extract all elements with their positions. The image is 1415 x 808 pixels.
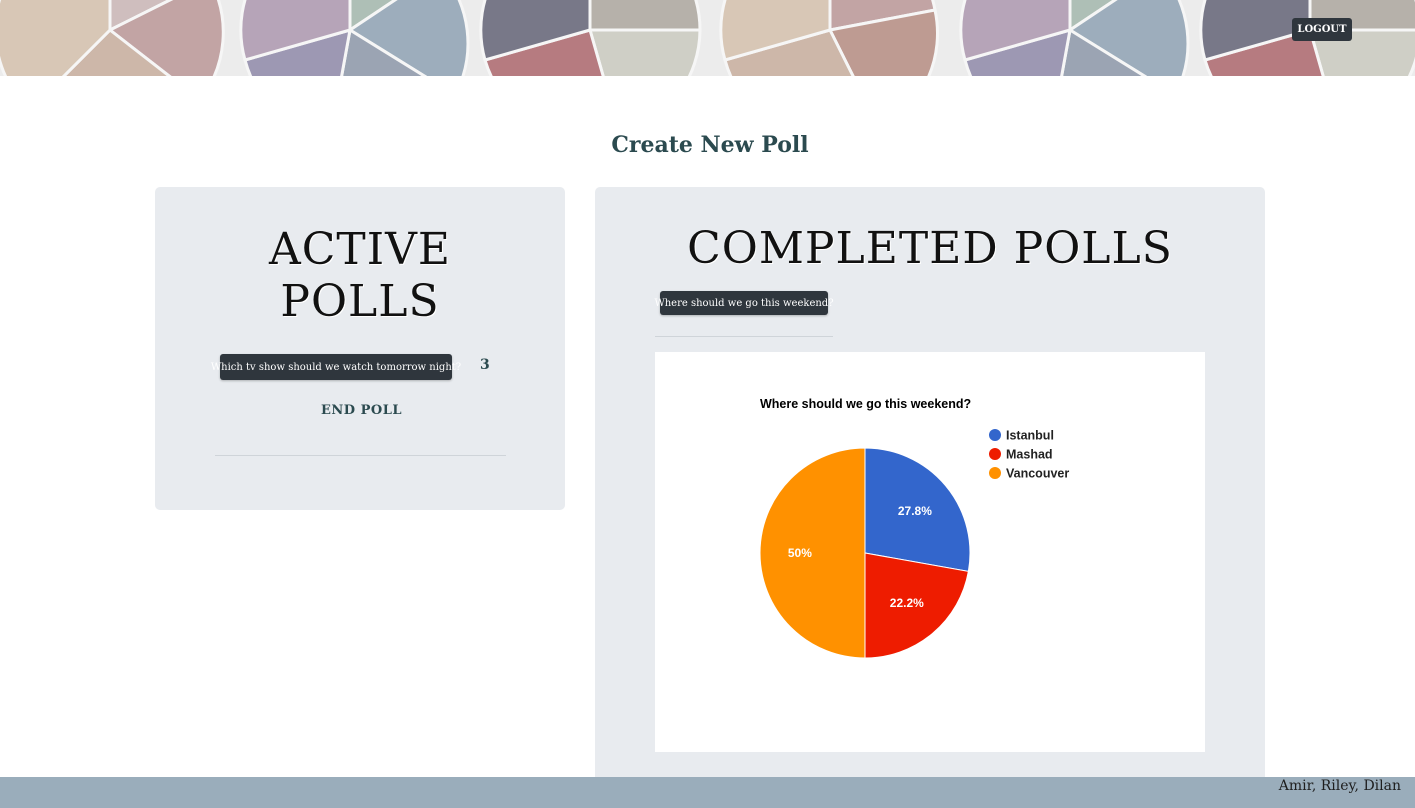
results-chart-container: Where should we go this weekend? 27.8% 22… bbox=[655, 352, 1205, 752]
footer bbox=[0, 777, 1415, 808]
legend-label-mashad[interactable]: Mashad bbox=[1006, 448, 1053, 462]
completed-polls-divider bbox=[655, 336, 833, 337]
legend-marker-mashad bbox=[989, 448, 1001, 460]
completed-polls-title: COMPLETED POLLS bbox=[687, 223, 1173, 274]
active-polls-panel bbox=[155, 187, 565, 510]
pie-chart: Where should we go this weekend? 27.8% 22… bbox=[759, 397, 1069, 659]
pie-slice-label-vancouver: 50% bbox=[788, 546, 812, 560]
pie-slice-label-istanbul: 27.8% bbox=[898, 504, 932, 518]
chart-title: Where should we go this weekend? bbox=[760, 397, 971, 411]
active-polls-divider bbox=[215, 455, 506, 456]
header-banner: LOGOUT bbox=[0, 0, 1415, 76]
completed-poll-button[interactable]: Where should we go this weekend? bbox=[654, 291, 834, 315]
legend-label-istanbul[interactable]: Istanbul bbox=[1006, 429, 1054, 443]
create-new-poll-link[interactable]: Create New Poll bbox=[611, 132, 809, 158]
banner-pie-pattern bbox=[0, 0, 1415, 76]
logout-button[interactable]: LOGOUT bbox=[1292, 18, 1352, 41]
active-polls-title: ACTIVE POLLS bbox=[268, 224, 452, 327]
legend-label-vancouver[interactable]: Vancouver bbox=[1006, 467, 1069, 481]
pie-slice-vancouver[interactable] bbox=[759, 447, 866, 659]
active-poll-button[interactable]: Which tv show should we watch tomorrow n… bbox=[211, 354, 461, 380]
pie-slice-label-mashad: 22.2% bbox=[890, 596, 924, 610]
legend-marker-istanbul bbox=[989, 429, 1001, 441]
legend-marker-vancouver bbox=[989, 467, 1001, 479]
footer-credits: Amir, Riley, Dilan bbox=[1278, 778, 1401, 794]
vote-count: 3 bbox=[480, 357, 490, 373]
end-poll-button[interactable]: END POLL bbox=[321, 403, 402, 418]
pie-slice-mashad[interactable] bbox=[864, 552, 969, 659]
pie-slice-istanbul[interactable] bbox=[864, 447, 971, 572]
